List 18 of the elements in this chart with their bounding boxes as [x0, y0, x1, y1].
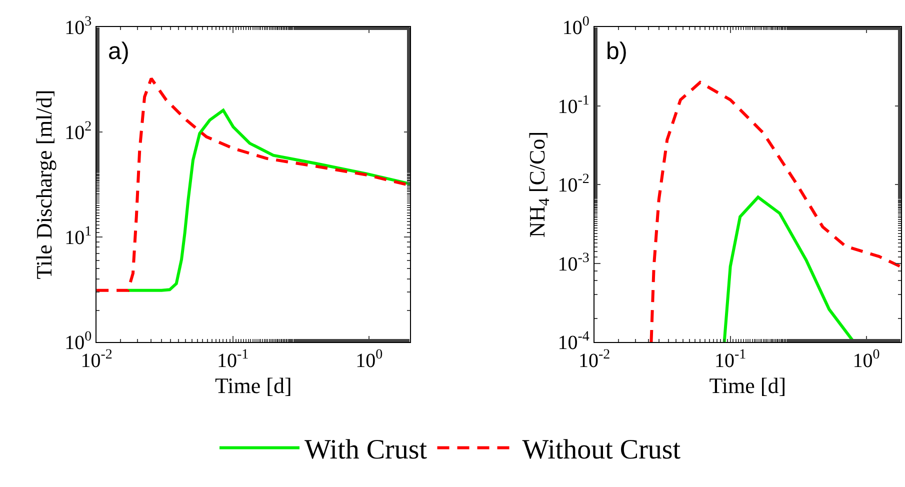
annotation: a)	[108, 38, 130, 65]
y-axis-title: Tile Discharge [ml/d]	[31, 90, 56, 280]
x-tick-label: 10$^{0}$	[852, 348, 880, 372]
y-tick-label: 10$^{-1}$	[558, 93, 590, 118]
y-tick-label: 10$^{-3}$	[558, 250, 590, 276]
legend-label: With Crust	[304, 434, 428, 466]
legend-label: Without Crust	[522, 434, 681, 466]
x-axis-title: Time [d]	[214, 372, 292, 398]
y-tick-label: 10$^{0}$	[562, 14, 590, 39]
x-tick-label: 10$^{-1}$	[714, 348, 746, 372]
x-tick-label: 10$^{-1}$	[217, 348, 249, 372]
y-tick-label: 10$^{-2}$	[558, 172, 590, 196]
y-tick-label: 10$^{3}$	[64, 14, 92, 39]
annotation: b)	[606, 38, 628, 65]
x-axis-title: Time [d]	[709, 372, 786, 398]
y-tick-label: 10$^{1}$	[64, 224, 92, 249]
y-tick-label: 10$^{2}$	[64, 120, 92, 144]
x-tick-label: 10$^{0}$	[356, 348, 383, 372]
